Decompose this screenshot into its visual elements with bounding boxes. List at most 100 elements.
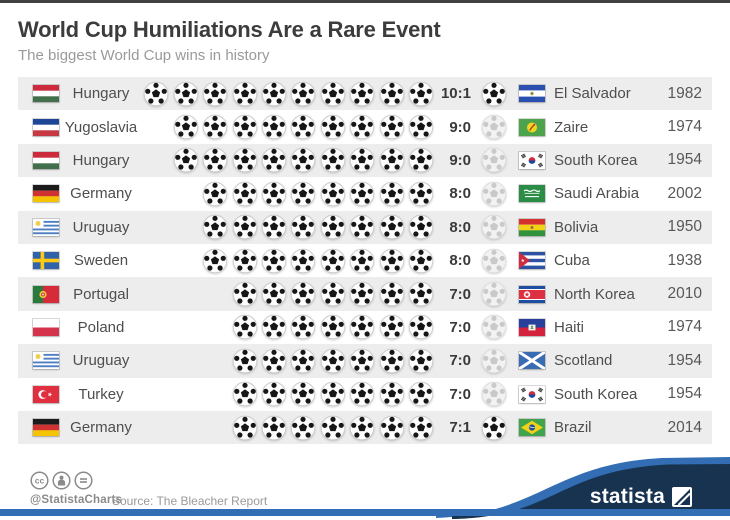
- soccer-ball-icon: [291, 81, 316, 106]
- soccer-ball-icon: [408, 148, 434, 173]
- soccer-ball-icon: [320, 348, 346, 374]
- soccer-ball-icon: [320, 114, 346, 140]
- table-row: Uruguay 7:0 Scotland 1954: [18, 344, 712, 378]
- soccer-ball-icon: [291, 415, 316, 440]
- winner-flag-icon: [33, 185, 59, 203]
- soccer-ball-icon: [379, 381, 404, 407]
- soccer-ball-icon: [349, 281, 375, 307]
- soccer-ball-icon: [408, 381, 434, 407]
- loser-name: Haiti: [554, 318, 585, 336]
- soccer-ball-icon: [320, 215, 346, 240]
- soccer-ball-icon: [320, 81, 346, 106]
- soccer-ball-icon: [379, 348, 404, 374]
- soccer-ball-faded-icon: [481, 114, 507, 140]
- soccer-ball-faded-icon: [481, 348, 507, 374]
- soccer-ball-icon: [320, 148, 346, 173]
- winner-goals-balls: [143, 314, 434, 340]
- soccer-ball-icon: [173, 114, 199, 140]
- soccer-ball-icon: [261, 315, 287, 340]
- soccer-ball-icon: [261, 381, 287, 407]
- score: 8:0: [449, 185, 471, 203]
- soccer-ball-icon: [261, 81, 287, 106]
- soccer-ball-icon: [232, 215, 257, 240]
- year: 1982: [667, 84, 702, 102]
- soccer-ball-faded-icon: [481, 315, 507, 340]
- soccer-ball-icon: [232, 415, 257, 440]
- score: 9:0: [449, 151, 471, 169]
- year: 2002: [667, 184, 702, 202]
- soccer-ball-icon: [408, 181, 434, 207]
- soccer-ball-icon: [349, 415, 375, 440]
- soccer-ball-icon: [349, 148, 375, 173]
- soccer-ball-icon: [144, 81, 169, 106]
- winner-goals-balls: [143, 81, 434, 107]
- soccer-ball-icon: [320, 281, 346, 307]
- loser-name: Saudi Arabia: [554, 185, 640, 203]
- loser-name: Scotland: [554, 352, 613, 370]
- loser-name: Bolivia: [554, 218, 599, 236]
- loser-goal-ball: [481, 281, 507, 307]
- table-row: Hungary 9:0 South Korea 1954: [18, 143, 712, 178]
- winner-goals-balls: [143, 147, 434, 173]
- winner-flag-icon: [33, 218, 59, 236]
- soccer-ball-icon: [261, 215, 287, 240]
- winner-goals-balls: [143, 181, 434, 207]
- loser-name: South Korea: [554, 151, 638, 169]
- soccer-ball-icon: [320, 315, 346, 340]
- statista-swoosh-graphic: [436, 457, 730, 519]
- cuba-flag-icon: [519, 252, 545, 270]
- loser-goal-ball: [481, 181, 507, 207]
- no-derivatives-icon: [74, 471, 93, 490]
- score: 10:1: [440, 85, 471, 103]
- table-row: Germany 8:0 Saudi Arabia 2002: [18, 177, 712, 210]
- loser-goal-ball: [481, 314, 507, 340]
- statista-logo: statista: [589, 485, 692, 508]
- loser-name: Cuba: [554, 252, 590, 270]
- license-icons: cc: [30, 471, 93, 490]
- soccer-ball-icon: [291, 215, 316, 240]
- soccer-ball-icon: [232, 114, 257, 140]
- soccer-ball-faded-icon: [481, 281, 507, 307]
- uruguay-flag-icon: [33, 218, 59, 236]
- soccer-ball-faded-icon: [481, 381, 507, 407]
- winner-name: Uruguay: [72, 218, 130, 236]
- soccer-ball-icon: [408, 81, 434, 106]
- year: 2014: [667, 418, 702, 436]
- footer: cc @StatistaCharts Source: The Bleacher …: [0, 455, 730, 520]
- sweden-flag-icon: [33, 252, 59, 270]
- winner-name: Hungary: [72, 85, 130, 103]
- soccer-ball-icon: [408, 281, 434, 307]
- turkey-flag-icon: [33, 385, 59, 403]
- soccer-ball-icon: [261, 281, 287, 307]
- brazil-flag-icon: [519, 419, 545, 437]
- loser-name: El Salvador: [554, 85, 631, 103]
- year: 1974: [667, 118, 702, 136]
- score: 8:0: [449, 218, 471, 236]
- soccer-ball-icon: [379, 315, 404, 340]
- soccer-ball-icon: [203, 181, 228, 207]
- year: 1954: [667, 151, 702, 169]
- soccer-ball-icon: [349, 81, 375, 106]
- soccer-ball-icon: [261, 348, 287, 374]
- bolivia-flag-icon: [519, 218, 545, 236]
- loser-flag-icon: [519, 218, 545, 236]
- soccer-ball-icon: [203, 81, 228, 106]
- loser-name: Zaire: [554, 118, 589, 136]
- winner-goals-balls: [143, 214, 434, 240]
- loser-name: North Korea: [554, 285, 635, 303]
- winner-name: Portugal: [73, 285, 129, 303]
- year: 1954: [667, 385, 702, 403]
- soccer-ball-icon: [203, 215, 228, 240]
- saudi-arabia-flag-icon: [519, 185, 545, 203]
- soccer-ball-icon: [379, 148, 404, 173]
- soccer-ball-icon: [379, 114, 404, 140]
- page-subtitle: The biggest World Cup wins in history: [18, 47, 270, 64]
- winner-name: Turkey: [78, 385, 124, 403]
- statista-wordmark: statista: [589, 485, 665, 508]
- loser-flag-icon: [519, 252, 545, 270]
- yugoslavia-flag-icon: [33, 118, 59, 136]
- winner-flag-icon: [33, 419, 59, 437]
- score: 7:0: [449, 318, 471, 336]
- soccer-ball-icon: [261, 181, 287, 207]
- loser-flag-icon: [519, 151, 545, 169]
